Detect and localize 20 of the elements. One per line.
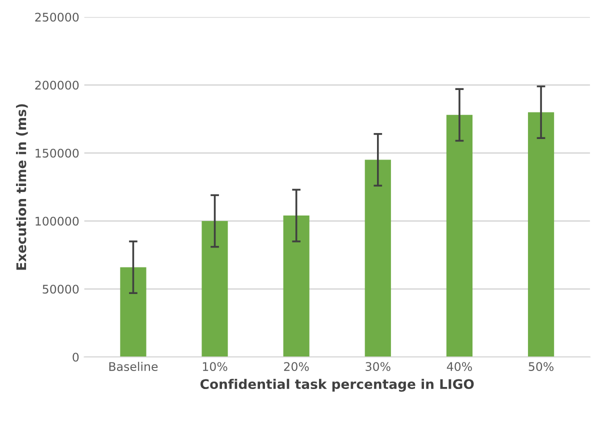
bar <box>283 216 310 357</box>
bar <box>528 112 554 357</box>
x-tick-label: 20% <box>284 362 309 371</box>
y-tick-label: 250000 <box>35 12 79 22</box>
bar <box>202 221 228 357</box>
y-tick-label: 100000 <box>36 216 79 226</box>
y-tick-label: 0 <box>72 352 79 362</box>
y-tick-label: 50000 <box>42 284 79 294</box>
x-tick-label: 40% <box>446 362 472 371</box>
y-axis-title: Execution time in (ms) <box>16 104 28 270</box>
y-tick-label: 200000 <box>35 80 79 90</box>
x-tick-label: 10% <box>202 362 228 371</box>
x-tick-label: 50% <box>528 362 554 371</box>
x-tick-label: 30% <box>366 362 390 371</box>
bar <box>120 267 146 357</box>
x-axis-title: Confidential task percentage in LIGO <box>200 378 474 392</box>
y-tick-label: 150000 <box>36 148 79 158</box>
bar <box>364 160 391 357</box>
x-tick-label: Baseline <box>109 362 158 371</box>
bar <box>446 114 473 357</box>
